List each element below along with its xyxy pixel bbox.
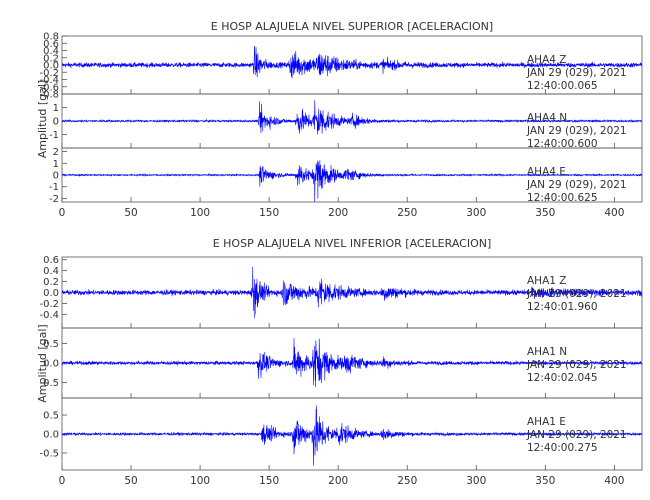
trace-date: JAN 29 (029), 2021: [526, 67, 627, 79]
y-tick-label: 0: [53, 117, 59, 128]
y-tick-label: 0.0: [43, 288, 59, 299]
y-tick-label: -0.2: [39, 68, 59, 79]
waveform-aha1-e: [62, 405, 642, 466]
y-axis-label: Amplitud [gal]: [36, 80, 49, 158]
waveform-aha1-z: [62, 267, 642, 319]
x-tick-label: 400: [604, 207, 624, 219]
y-tick-label: 0.0: [43, 359, 59, 370]
x-tick-label: 200: [328, 475, 348, 487]
y-tick-label: 0.6: [43, 255, 59, 266]
seismogram-chart-1: E HOSP ALAJUELA NIVEL SUPERIOR [ACELERAC…: [36, 20, 643, 219]
x-tick-label: 350: [535, 207, 555, 219]
station-label: AHA4 E: [527, 166, 566, 178]
x-tick-label: 250: [397, 475, 417, 487]
seismogram-chart-2: E HOSP ALAJUELA NIVEL INFERIOR [ACELERAC…: [36, 237, 643, 487]
x-tick-label: 150: [259, 207, 279, 219]
chart-title: E HOSP ALAJUELA NIVEL INFERIOR [ACELERAC…: [213, 237, 492, 250]
waveform-aha4-z: [62, 45, 642, 79]
y-tick-label: 1: [53, 159, 59, 170]
x-tick-label: 100: [190, 207, 210, 219]
trace-date: JAN 29 (029), 2021: [526, 359, 627, 371]
y-tick-label: 0.0: [43, 61, 59, 72]
trace-panel-aha4-z: 0.80.60.40.20.0-0.2-0.4-0.6-0.8 AHA4 ZJAN…: [39, 32, 643, 101]
y-tick-label: -0.6: [39, 82, 59, 93]
station-label: AHA1 N: [527, 346, 567, 358]
trace-time: 12:40:02.045: [527, 372, 598, 384]
y-tick-label: 0.0: [43, 430, 59, 441]
x-tick-label: 250: [397, 207, 417, 219]
y-axis-label: Amplitud [gal]: [36, 324, 49, 402]
station-label: AHA1 E: [527, 416, 566, 428]
y-tick-label: 0.2: [43, 277, 59, 288]
trace-time: 12:40:00.275: [527, 442, 598, 454]
y-tick-label: -1: [49, 130, 59, 141]
y-tick-label: -0.2: [39, 299, 59, 310]
x-tick-label: 200: [328, 207, 348, 219]
y-tick-label: -0.4: [39, 310, 59, 321]
y-tick-label: 1: [53, 103, 59, 114]
x-tick-label: 350: [535, 475, 555, 487]
station-label: AHA1 Z: [527, 275, 566, 287]
station-label: AHA4 N: [527, 112, 567, 124]
y-tick-label: 0.6: [43, 39, 59, 50]
x-tick-label: 50: [124, 207, 137, 219]
trace-date: JAN 29 (029), 2021: [526, 288, 627, 300]
y-tick-label: -0.5: [39, 378, 59, 389]
waveform-aha4-n: [62, 100, 642, 135]
x-tick-label: 100: [190, 475, 210, 487]
trace-date: JAN 29 (029), 2021: [526, 429, 627, 441]
y-tick-label: 0.5: [43, 411, 59, 422]
y-tick-label: 0: [53, 171, 59, 182]
y-tick-label: 0.5: [43, 339, 59, 350]
x-tick-label: 0: [59, 475, 66, 487]
y-tick-label: 0.4: [43, 46, 59, 57]
trace-date: JAN 29 (029), 2021: [526, 179, 627, 191]
x-tick-label: 300: [466, 475, 486, 487]
x-tick-label: 300: [466, 207, 486, 219]
y-tick-label: 0.2: [43, 53, 59, 64]
waveform-aha4-e: [62, 160, 642, 202]
trace-date: JAN 29 (029), 2021: [526, 125, 627, 137]
x-tick-label: 0: [59, 207, 66, 219]
trace-time: 12:40:00.625: [527, 192, 598, 204]
y-tick-label: 0.4: [43, 266, 59, 277]
y-tick-label: -0.4: [39, 75, 59, 86]
x-tick-label: 150: [259, 475, 279, 487]
x-tick-label: 400: [604, 475, 624, 487]
waveform-aha1-n: [62, 338, 642, 388]
y-tick-label: -0.5: [39, 448, 59, 459]
y-tick-label: -2: [49, 194, 59, 205]
y-tick-label: -1: [49, 182, 59, 193]
y-tick-label: 0.8: [43, 32, 59, 43]
trace-time: 12:40:01.960: [527, 301, 598, 313]
trace-time: 12:40:00.065: [527, 80, 598, 92]
x-tick-label: 50: [124, 475, 137, 487]
trace-time: 12:40:00.600: [527, 138, 598, 150]
station-label: AHA4 Z: [527, 54, 566, 66]
chart-title: E HOSP ALAJUELA NIVEL SUPERIOR [ACELERAC…: [211, 20, 493, 33]
y-tick-label: -0.8: [39, 90, 59, 101]
y-tick-label: 2: [53, 147, 59, 158]
